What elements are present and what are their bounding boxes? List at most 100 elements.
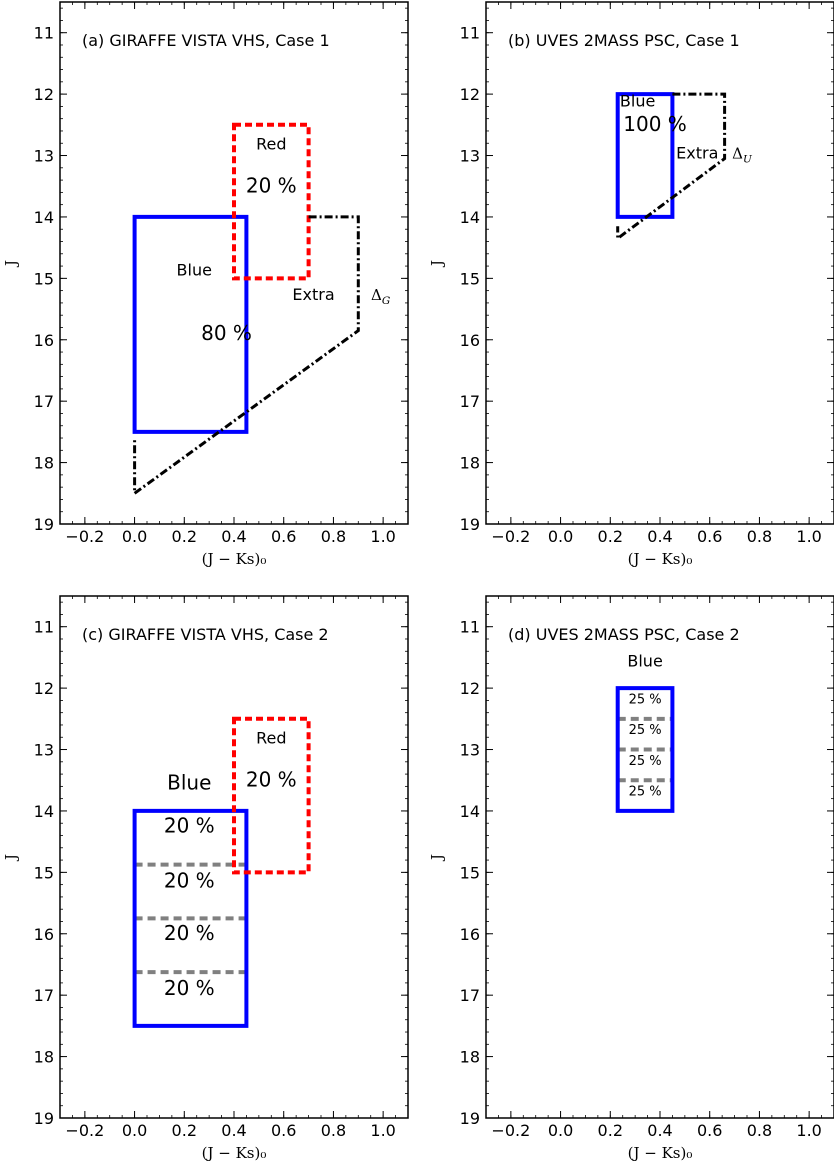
region-blue [615,92,675,219]
x-axis-label: (J − Ks)₀ [628,1144,693,1162]
x-axis-label: (J − Ks)₀ [202,550,267,568]
panel-d: −0.2 0.0 0.2 0.4 0.6 0.8 1.0 11 12 13 14 15 16 17 18 19… [428,595,834,1162]
y-tick-label: 12 [460,85,480,104]
annotation-label: 25 % [629,692,662,707]
x-tick-label: 1.0 [370,527,395,546]
x-tick-label: 0.6 [271,527,296,546]
x-tick-label: 1.0 [370,1121,395,1140]
y-tick-label: 12 [460,679,480,698]
y-tick-label: 15 [460,863,480,882]
panel-c: −0.2 0.0 0.2 0.4 0.6 0.8 1.0 11 12 13 14 15 16 17 18 19… [2,595,409,1162]
x-tick-label: 0.2 [598,527,623,546]
y-tick-label: 14 [460,208,480,227]
plot-frame [59,595,409,1119]
x-tick-label: 0.0 [122,527,147,546]
panel-title: (c) GIRAFFE VISTA VHS, Case 2 [82,625,329,644]
annotation-label: Blue [177,260,212,279]
y-tick-label: 17 [34,986,54,1005]
y-tick-label: 18 [460,454,480,473]
y-tick-label: 17 [34,392,54,411]
plot-frame [485,1,834,525]
annotation-label: 20 % [164,921,215,945]
plot-frame [485,595,834,1119]
x-tick-label: 0.6 [697,1121,722,1140]
y-tick-label: 13 [460,147,480,166]
region-extra [133,215,360,497]
y-tick-label: 19 [460,515,480,534]
y-tick-label: 13 [34,741,54,760]
annotation-label: Extra [676,144,718,163]
annotation-label: Blue [167,770,211,794]
annotation-label: 25 % [629,754,662,769]
panel-a: −0.2 0.0 0.2 0.4 0.6 0.8 1.0 11 12 13 14 15 16 17 18 19… [2,1,409,568]
plot-frame [59,1,409,525]
panel-title: (a) GIRAFFE VISTA VHS, Case 1 [82,31,330,50]
annotation-label: 20 % [164,869,215,893]
y-tick-label: 19 [34,1109,54,1128]
x-tick-label: 1.0 [796,527,821,546]
annotation-label: ΔU [732,145,753,166]
y-axis-label: J [428,854,446,862]
x-tick-label: −0.2 [65,527,104,546]
x-tick-label: 0.8 [321,1121,346,1140]
y-tick-label: 11 [460,24,480,43]
y-tick-label: 16 [460,331,480,350]
x-tick-label: 0.2 [172,527,197,546]
y-tick-label: 14 [460,802,480,821]
y-tick-label: 15 [460,269,480,288]
x-tick-label: 0.0 [122,1121,147,1140]
x-tick-label: −0.2 [491,1121,530,1140]
annotation-label: Extra [292,285,334,304]
y-tick-label: 19 [460,1109,480,1128]
x-tick-label: 0.8 [321,527,346,546]
y-tick-label: 16 [34,331,54,350]
annotation-label: Blue [620,91,655,110]
y-axis-label: J [428,260,446,268]
x-axis-label: (J − Ks)₀ [202,1144,267,1162]
y-tick-label: 18 [460,1048,480,1067]
annotation-label: 20 % [246,173,297,197]
x-tick-label: 0.6 [271,1121,296,1140]
x-tick-label: 0.8 [747,1121,772,1140]
x-tick-label: 1.0 [796,1121,821,1140]
y-tick-label: 14 [34,802,54,821]
region-blue [615,686,675,813]
annotation-label: 80 % [201,321,252,345]
y-tick-label: 11 [460,618,480,637]
annotation-label: 25 % [629,723,662,738]
x-axis-label: (J − Ks)₀ [628,550,693,568]
x-tick-label: 0.0 [548,527,573,546]
y-tick-label: 12 [34,85,54,104]
x-tick-label: 0.4 [221,1121,246,1140]
x-tick-label: 0.6 [697,527,722,546]
region-red [232,716,311,875]
y-tick-label: 16 [460,925,480,944]
y-tick-label: 17 [460,392,480,411]
x-tick-label: 0.2 [598,1121,623,1140]
region-blue [132,214,249,434]
annotation-label: Blue [627,652,662,671]
annotation-label: Red [256,134,286,153]
annotation-label: ΔG [371,286,390,307]
y-tick-label: 13 [460,741,480,760]
x-tick-label: 0.8 [747,527,772,546]
region-blue [132,808,249,1028]
x-tick-label: −0.2 [65,1121,104,1140]
y-axis-label: J [2,260,20,268]
panel-b: −0.2 0.0 0.2 0.4 0.6 0.8 1.0 11 12 13 14 15 16 17 18 19… [428,1,834,568]
annotation-label: 20 % [164,976,215,1000]
x-tick-label: 0.4 [221,527,246,546]
x-tick-label: −0.2 [491,527,530,546]
y-tick-label: 11 [34,618,54,637]
x-tick-label: 0.0 [548,1121,573,1140]
y-tick-label: 18 [34,454,54,473]
y-tick-label: 12 [34,679,54,698]
y-tick-label: 17 [460,986,480,1005]
y-tick-label: 14 [34,208,54,227]
y-tick-label: 11 [34,24,54,43]
y-tick-label: 13 [34,147,54,166]
x-tick-label: 0.4 [647,527,672,546]
annotation-label: 100 % [623,112,687,136]
region-extra [616,92,727,242]
